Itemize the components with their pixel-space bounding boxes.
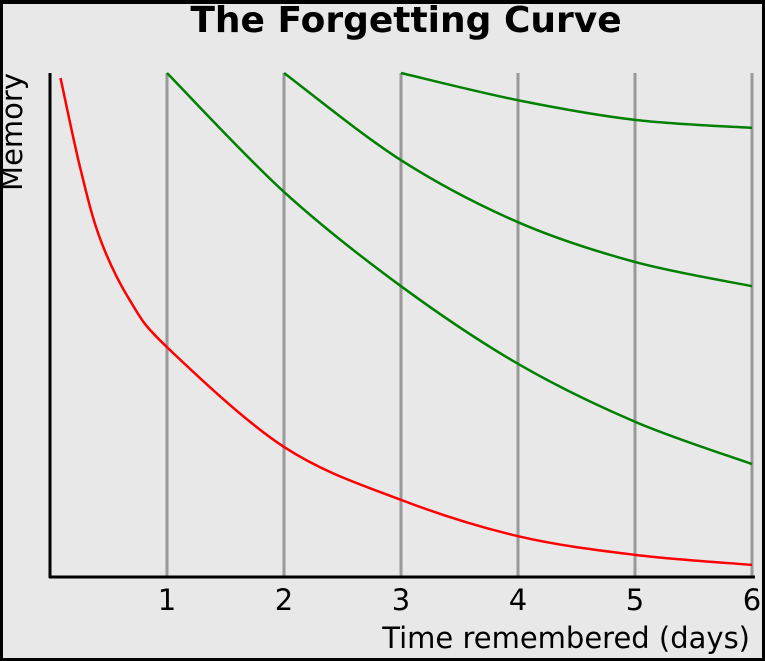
- line: [400, 71, 753, 130]
- plot-background: [3, 4, 762, 658]
- chart-title: The Forgetting Curve: [190, 0, 621, 41]
- x-axis-label: Time remembered (days): [381, 621, 750, 655]
- line: [59, 77, 753, 567]
- x-tick-label: 2: [275, 583, 293, 617]
- x-tick-label: 1: [158, 583, 176, 617]
- line: [166, 72, 753, 466]
- x-tick-label: 5: [626, 583, 644, 617]
- line: [283, 71, 753, 288]
- x-tick-label: 4: [509, 583, 527, 617]
- x-tick-label: 6: [743, 583, 761, 617]
- y-axis-label: Memory: [0, 73, 29, 191]
- x-tick-label: 3: [392, 583, 410, 617]
